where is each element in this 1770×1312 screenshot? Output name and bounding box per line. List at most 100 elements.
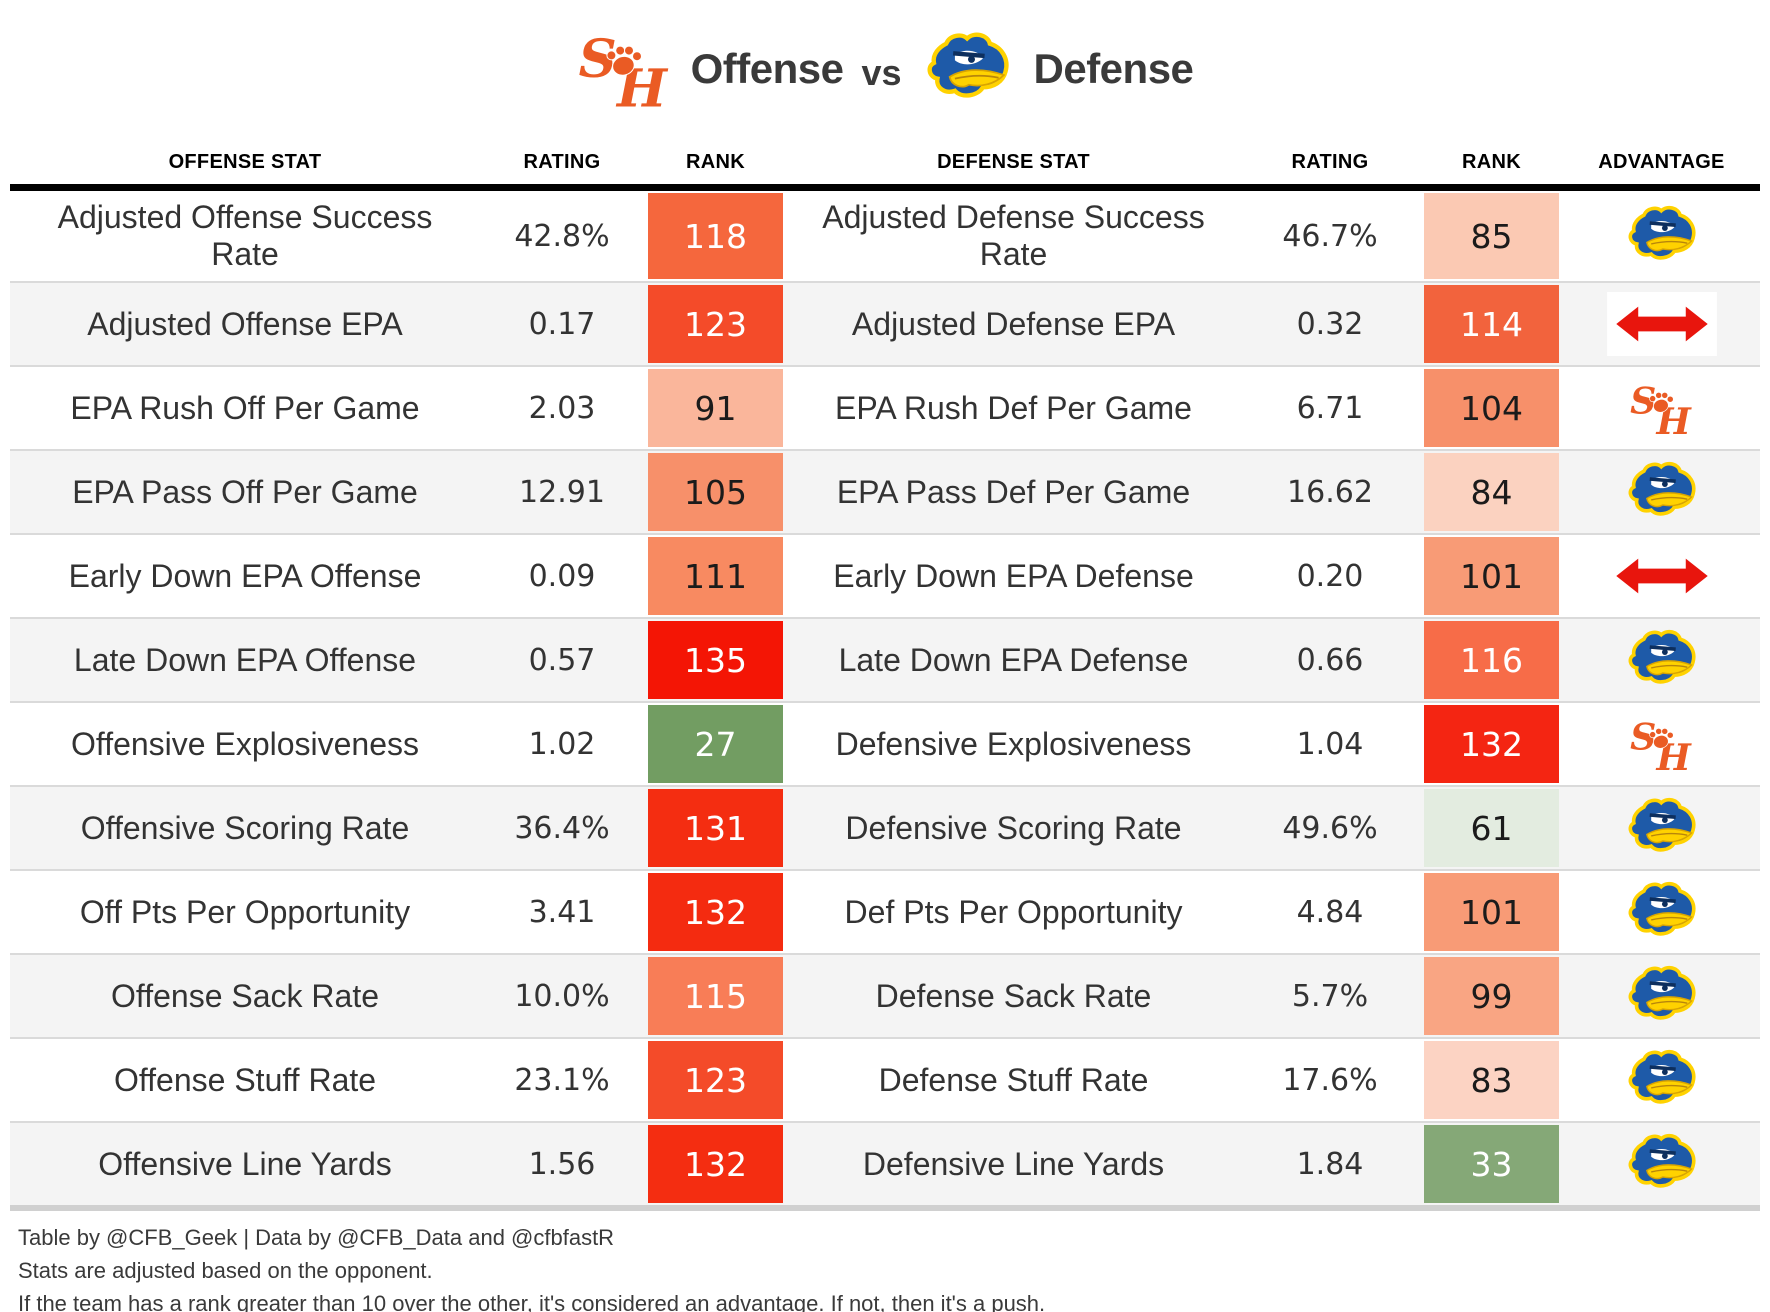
header-defense-stat: DEFENSE STAT <box>937 151 1090 173</box>
defense-rating-cell: 5.7% <box>1291 978 1369 1014</box>
header-offense-rank: RANK <box>686 151 745 173</box>
delaware-hen-logo-icon <box>1628 881 1695 936</box>
header-defense-rank: RANK <box>1462 151 1521 173</box>
defense-rank-cell: 61 <box>1420 787 1563 869</box>
stats-table-page: S H Offense vs <box>0 20 1770 1312</box>
advantage-cell <box>1563 955 1760 1037</box>
offense-stat-cell: Adjusted Offense EPA <box>87 305 403 342</box>
table-row: Offense Sack Rate 10.0% 115 Defense Sack… <box>10 953 1760 1037</box>
advantage-cell <box>1563 619 1760 701</box>
defense-rating-cell: 4.84 <box>1296 894 1364 930</box>
defense-rank-cell: 33 <box>1420 1123 1563 1205</box>
defense-rating-cell: 1.84 <box>1296 1146 1364 1182</box>
push-arrow-icon <box>1606 544 1717 608</box>
offense-rating-cell: 0.57 <box>528 642 596 678</box>
advantage-cell <box>1563 283 1760 365</box>
defense-rank-cell: 101 <box>1420 535 1563 617</box>
offense-rank-cell: 111 <box>644 535 787 617</box>
offense-rank-cell: 132 <box>644 871 787 953</box>
table-row: Adjusted Offense EPA 0.17 123 Adjusted D… <box>10 281 1760 365</box>
header-advantage: ADVANTAGE <box>1598 151 1725 173</box>
defense-rating-cell: 0.66 <box>1296 642 1364 678</box>
offense-rank-cell: 105 <box>644 451 787 533</box>
defense-stat-cell: Early Down EPA Defense <box>833 557 1194 594</box>
advantage-cell <box>1563 787 1760 869</box>
delaware-hen-logo-icon <box>1628 205 1695 260</box>
table-row: Offensive Scoring Rate 36.4% 131 Defensi… <box>10 785 1760 869</box>
offense-rating-cell: 42.8% <box>514 218 610 254</box>
offense-stat-cell: EPA Rush Off Per Game <box>70 389 420 426</box>
advantage-cell <box>1563 871 1760 953</box>
defense-rating-cell: 1.04 <box>1296 726 1364 762</box>
header-rule <box>10 184 1760 191</box>
defense-rank-cell: 99 <box>1420 955 1563 1037</box>
header-defense-rating: RATING <box>1291 151 1369 173</box>
defense-rank-cell: 85 <box>1420 191 1563 281</box>
defense-rating-cell: 6.71 <box>1296 390 1364 426</box>
table-row: EPA Pass Off Per Game 12.91 105 EPA Pass… <box>10 449 1760 533</box>
offense-rating-cell: 12.91 <box>519 474 605 510</box>
defense-stat-cell: Defense Stuff Rate <box>878 1061 1149 1098</box>
delaware-hen-logo-icon <box>1628 797 1695 852</box>
delaware-hen-logo-icon <box>1628 1049 1695 1104</box>
table-row: Offensive Line Yards 1.56 132 Defensive … <box>10 1121 1760 1205</box>
defense-rank-cell: 84 <box>1420 451 1563 533</box>
defense-stat-cell: EPA Rush Def Per Game <box>835 389 1192 426</box>
defense-rating-cell: 17.6% <box>1282 1062 1378 1098</box>
offense-rating-cell: 10.0% <box>514 978 610 1014</box>
table-bottom-rule <box>10 1205 1760 1211</box>
defense-stat-cell: Defense Sack Rate <box>875 977 1152 1014</box>
defense-stat-cell: Defensive Scoring Rate <box>845 809 1182 846</box>
table-row: Off Pts Per Opportunity 3.41 132 Def Pts… <box>10 869 1760 953</box>
offense-stat-cell: EPA Pass Off Per Game <box>72 473 418 510</box>
footnote-adjustment: Stats are adjusted based on the opponent… <box>18 1258 433 1283</box>
footnote-credits: Table by @CFB_Geek | Data by @CFB_Data a… <box>18 1225 615 1250</box>
offense-stat-cell: Offensive Explosiveness <box>70 725 420 762</box>
table-row: Adjusted Offense Success Rate 42.8% 118 … <box>10 191 1760 281</box>
offense-rank-cell: 135 <box>644 619 787 701</box>
advantage-cell <box>1563 1123 1760 1205</box>
title-defense-label: Defense <box>1033 45 1194 92</box>
defense-rank-cell: 114 <box>1420 283 1563 365</box>
offense-rank-cell: 132 <box>644 1123 787 1205</box>
offense-rank-cell: 131 <box>644 787 787 869</box>
offense-rank-cell: 118 <box>644 191 787 281</box>
offense-rank-cell: 123 <box>644 283 787 365</box>
header-offense-stat: OFFENSE STAT <box>168 151 322 173</box>
table-header-row: OFFENSE STAT RATING RANK DEFENSE STAT RA… <box>10 118 1760 184</box>
defense-stat-cell: Late Down EPA Defense <box>838 641 1189 678</box>
advantage-cell <box>1563 451 1760 533</box>
table-row: Early Down EPA Offense 0.09 111 Early Do… <box>10 533 1760 617</box>
delaware-hen-logo-icon <box>920 31 1016 107</box>
defense-rank-cell: 83 <box>1420 1039 1563 1121</box>
title-vs-label: vs <box>861 52 902 93</box>
table-footnotes: Table by @CFB_Geek | Data by @CFB_Data a… <box>10 1221 1760 1312</box>
defense-rank-cell: 116 <box>1420 619 1563 701</box>
defense-rating-cell: 46.7% <box>1282 218 1378 254</box>
offense-stat-cell: Early Down EPA Offense <box>68 557 422 594</box>
advantage-cell: S H <box>1563 367 1760 449</box>
sam-houston-logo-icon: S H <box>1629 379 1692 438</box>
delaware-hen-logo-icon <box>1628 965 1695 1020</box>
offense-stat-cell: Late Down EPA Offense <box>73 641 417 678</box>
defense-stat-cell: EPA Pass Def Per Game <box>836 473 1191 510</box>
defense-stat-cell: Defensive Explosiveness <box>835 725 1192 762</box>
offense-stat-cell: Off Pts Per Opportunity <box>79 893 411 930</box>
defense-rating-cell: 0.32 <box>1296 306 1364 342</box>
offense-rating-cell: 3.41 <box>528 894 596 930</box>
offense-rank-cell: 123 <box>644 1039 787 1121</box>
defense-rank-cell: 101 <box>1420 871 1563 953</box>
offense-stat-cell: Offensive Line Yards <box>98 1145 392 1182</box>
stats-table: OFFENSE STAT RATING RANK DEFENSE STAT RA… <box>10 118 1760 1211</box>
sam-houston-logo-icon: S H <box>577 24 673 114</box>
defense-stat-cell: Adjusted Defense Success Rate <box>822 199 1205 272</box>
offense-rating-cell: 23.1% <box>514 1062 610 1098</box>
defense-stat-cell: Defensive Line Yards <box>862 1145 1165 1182</box>
advantage-cell <box>1563 1039 1760 1121</box>
delaware-hen-logo-icon <box>1628 1133 1695 1188</box>
defense-rank-cell: 132 <box>1420 703 1563 785</box>
table-row: EPA Rush Off Per Game 2.03 91 EPA Rush D… <box>10 365 1760 449</box>
offense-rank-cell: 115 <box>644 955 787 1037</box>
table-body: Adjusted Offense Success Rate 42.8% 118 … <box>10 191 1760 1205</box>
offense-rating-cell: 0.17 <box>528 306 596 342</box>
